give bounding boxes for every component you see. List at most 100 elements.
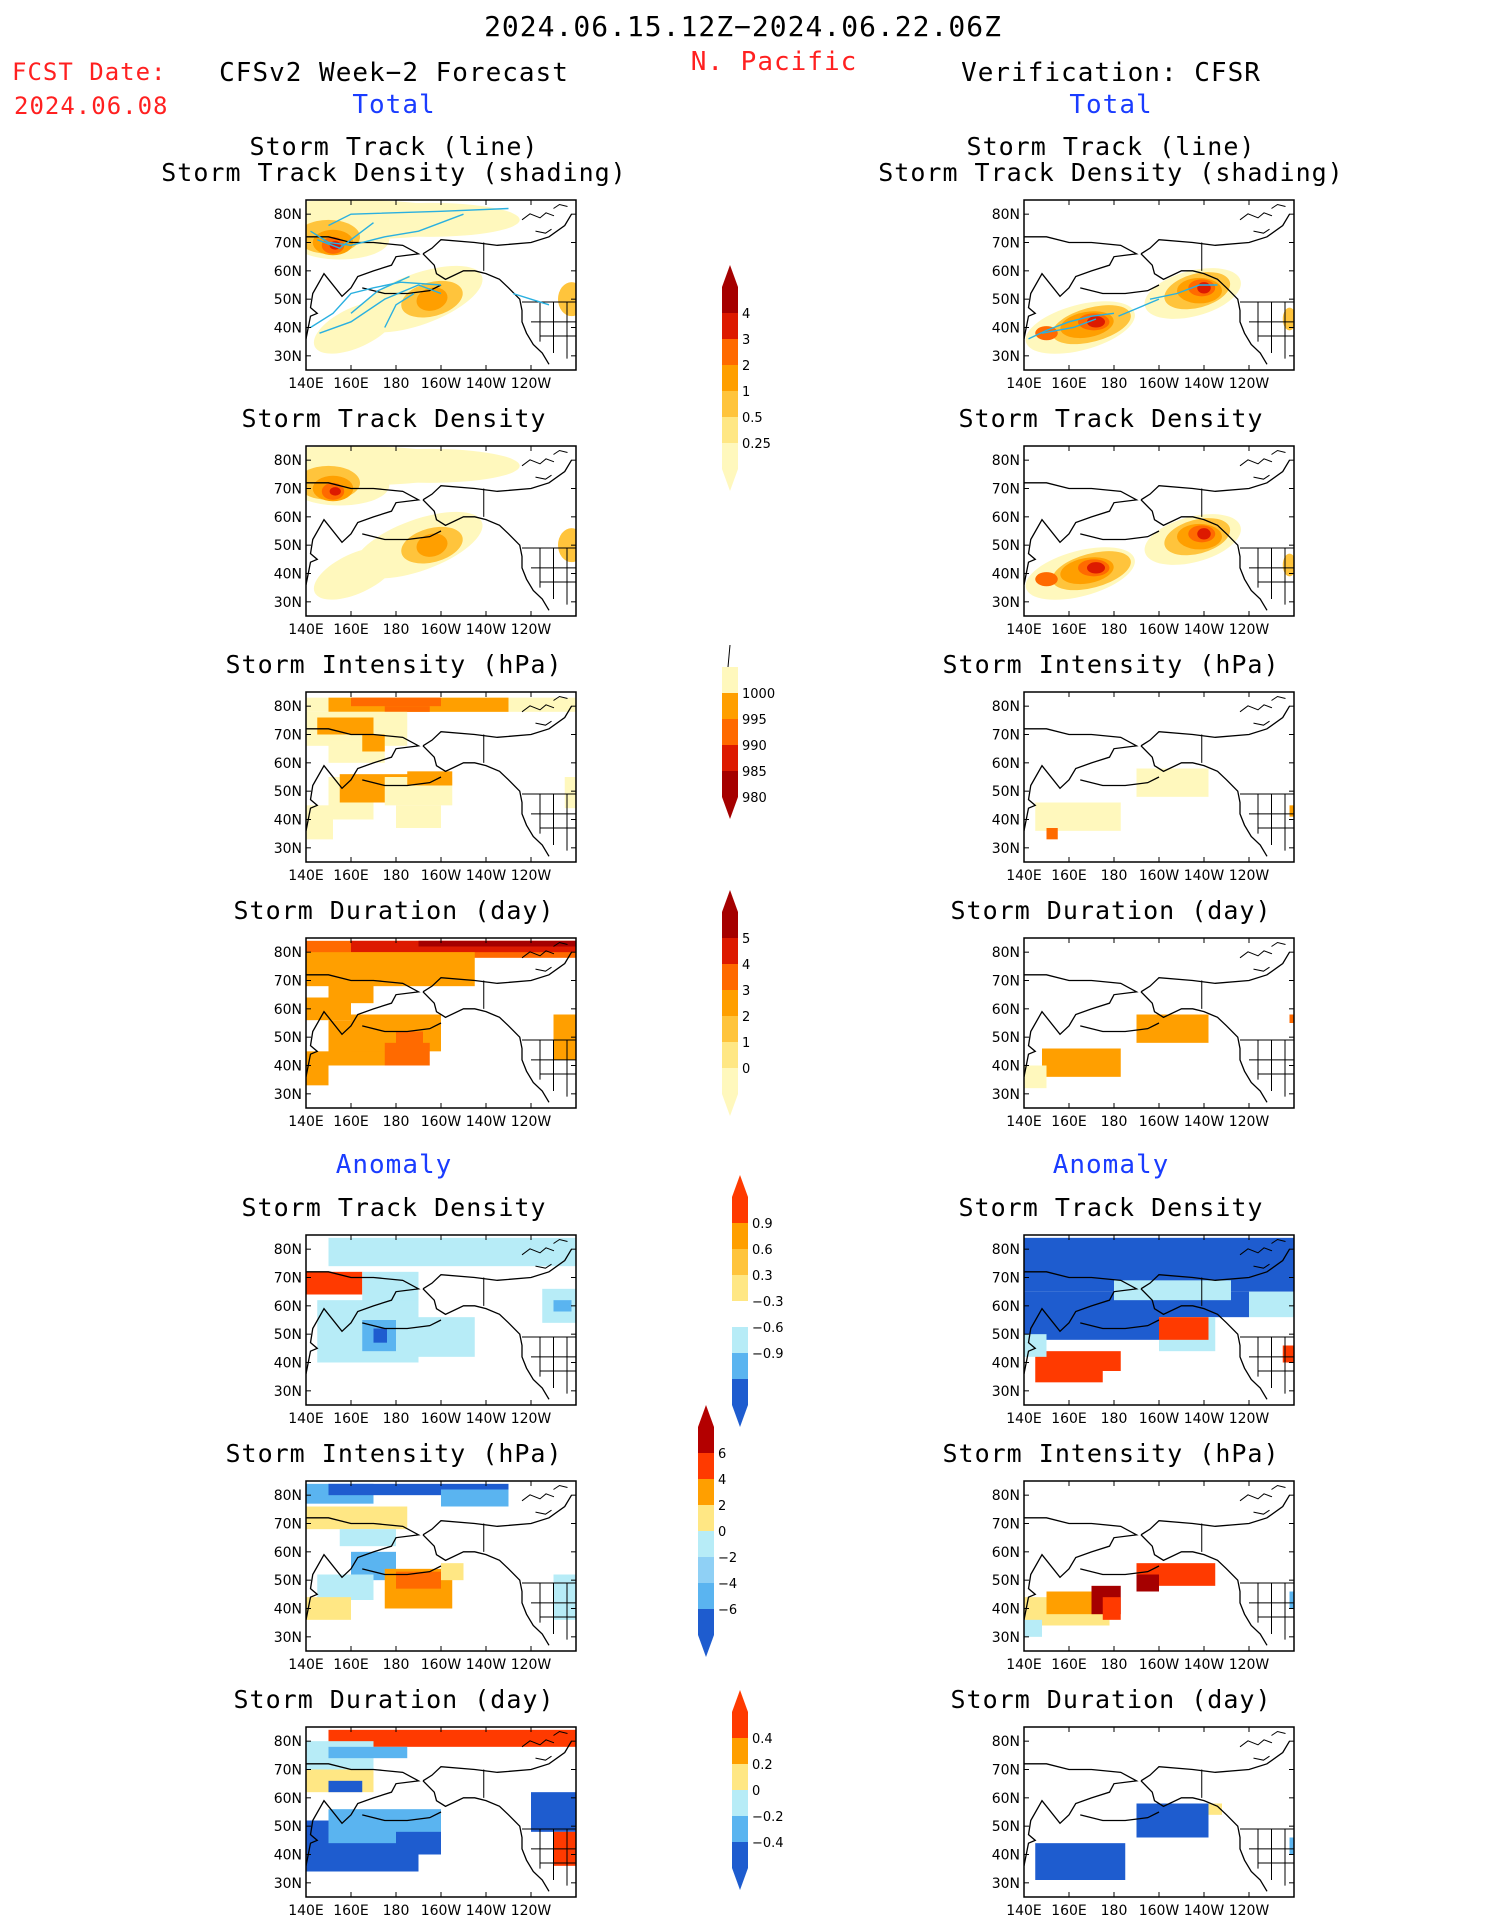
political-borders (1201, 1277, 1294, 1394)
shading-cell (1289, 1591, 1294, 1609)
shading-cell (1136, 1574, 1159, 1592)
colorbar-bottom-arrow (732, 1868, 748, 1890)
shading-cell (1282, 1345, 1294, 1363)
shading-blob (1035, 572, 1058, 587)
colorbar-label: −6 (718, 1603, 737, 1618)
shading-cell (1024, 1065, 1047, 1089)
lat-tick-label: 60N (274, 264, 302, 280)
storm-track-line (310, 213, 464, 247)
shading-cell (1024, 1334, 1047, 1357)
lat-tick-label: 70N (992, 1517, 1020, 1533)
lon-tick-label: 120W (511, 1411, 552, 1427)
colorbar-label: 3 (742, 333, 750, 348)
colorbar-svg: 6 4 2 0 −2 −4 −6 (698, 1405, 737, 1657)
title-intensity-forecast: Storm Intensity (hPa) (225, 650, 563, 679)
colorbar-swatch (698, 1505, 714, 1531)
lat-tick-label: 60N (274, 756, 302, 772)
shading-blob (313, 301, 398, 354)
colorbar-label: 6 (718, 1447, 726, 1462)
map-svg: 80N 70N 60N 50N 40N 30N 140E 160E 180 160W 140W 120… (274, 937, 577, 1130)
storm-track-line (310, 281, 442, 329)
coastline-north-america (1140, 951, 1291, 1103)
colorbar-swatch (698, 1531, 714, 1557)
lat-tick-label: 80N (274, 207, 302, 223)
colorbar-swatch (722, 693, 738, 719)
lon-tick-label: 180 (383, 1114, 410, 1130)
coastline-north-america (422, 1494, 573, 1646)
lat-tick-label: 50N (992, 1030, 1020, 1046)
map-svg: 80N 70N 60N 50N 40N 30N 140E 160E 180 160W 140W 120… (274, 445, 577, 638)
colorbar-bottom-arrow (722, 1094, 738, 1116)
lat-tick-label: 40N (274, 813, 302, 829)
shading-cell (1024, 1619, 1042, 1637)
shading-cell (441, 1563, 464, 1581)
coastline-north-america (422, 705, 573, 857)
map-axes: 80N 70N 60N 50N 40N 30N 140E 160E 180 160W 140W 120… (992, 937, 1295, 1130)
map-axes: 80N 70N 60N 50N 40N 30N 140E 160E 180 160W 140W 120… (274, 1726, 577, 1919)
shading-cell (1289, 1014, 1294, 1023)
lat-tick-label: 30N (992, 595, 1020, 611)
colorbar-swatch (732, 1738, 748, 1764)
lon-tick-label: 160W (1139, 1903, 1180, 1919)
colorbar-swatch (698, 1479, 714, 1505)
lon-tick-label: 120W (1229, 622, 1270, 638)
lat-tick-label: 80N (992, 945, 1020, 961)
map-frame (305, 445, 577, 617)
lon-tick-label: 160E (333, 1411, 369, 1427)
map-svg: 80N 70N 60N 50N 40N 30N 140E 160E 180 160W 140W 120… (992, 1726, 1295, 1919)
lon-tick-label: 120W (511, 868, 552, 884)
colorbar-top-arrow (722, 890, 738, 912)
lat-tick-label: 60N (992, 1791, 1020, 1807)
lon-tick-label: 160W (421, 622, 462, 638)
storm-track-line (512, 292, 550, 306)
title-track-line-verification: Storm Track (line) (966, 132, 1256, 161)
arctic-islands (1239, 203, 1286, 234)
map-frame (1023, 199, 1295, 371)
colorbar-swatch (732, 1249, 748, 1275)
lon-tick-label: 120W (511, 1657, 552, 1673)
map-layer (1024, 446, 1294, 616)
lat-tick-label: 50N (992, 1819, 1020, 1835)
lat-tick-label: 30N (274, 1630, 302, 1646)
political-borders (1201, 242, 1294, 359)
lon-tick-label: 140W (466, 1903, 507, 1919)
lon-tick-label: 160W (1139, 1657, 1180, 1673)
coastline-asia (306, 1271, 421, 1374)
map-axes: 80N 70N 60N 50N 40N 30N 140E 160E 180 160W 140W 120… (992, 1726, 1295, 1919)
shading-blob (1087, 562, 1105, 574)
shading-cell (531, 1792, 576, 1832)
lat-tick-label: 70N (274, 974, 302, 990)
colorbar-swatch (722, 912, 738, 938)
coastline-asia (306, 974, 421, 1077)
arctic-islands (1239, 449, 1286, 480)
colorbar-svg: 0.9 0.6 0.3 −0.3 −0.6 −0.9 (732, 1175, 784, 1427)
lat-tick-label: 70N (274, 482, 302, 498)
colorbar-swatch (722, 1042, 738, 1068)
lon-tick-label: 140E (288, 1903, 324, 1919)
colorbar-label: 0.25 (742, 437, 771, 452)
lon-tick-label: 180 (383, 376, 410, 392)
shading-blob (339, 448, 520, 483)
lon-tick-label: 180 (383, 622, 410, 638)
lon-tick-label: 160E (1051, 1903, 1087, 1919)
shading-cell (396, 1831, 441, 1855)
colorbar-swatch (722, 443, 738, 469)
colorbar-label: 4 (742, 958, 750, 973)
lat-tick-label: 60N (274, 1002, 302, 1018)
title-density-anom-verification: Storm Track Density (958, 1193, 1264, 1222)
map-frame (305, 1234, 577, 1406)
lat-tick-label: 60N (992, 756, 1020, 772)
lon-tick-label: 160E (1051, 376, 1087, 392)
lon-tick-label: 120W (1229, 1657, 1270, 1673)
coastline-north-america (1140, 213, 1291, 365)
lon-tick-label: 160E (1051, 622, 1087, 638)
colorbar-label: 5 (742, 932, 750, 947)
coastline-north-america (1140, 705, 1291, 857)
storm-track-line (319, 284, 442, 334)
lon-tick-label: 140E (1006, 868, 1042, 884)
title-duration-anom-verification: Storm Duration (day) (950, 1685, 1272, 1714)
political-borders (483, 488, 576, 605)
lon-tick-label: 140E (288, 868, 324, 884)
shading-blob (1282, 553, 1294, 577)
colorbar-swatch (722, 391, 738, 417)
